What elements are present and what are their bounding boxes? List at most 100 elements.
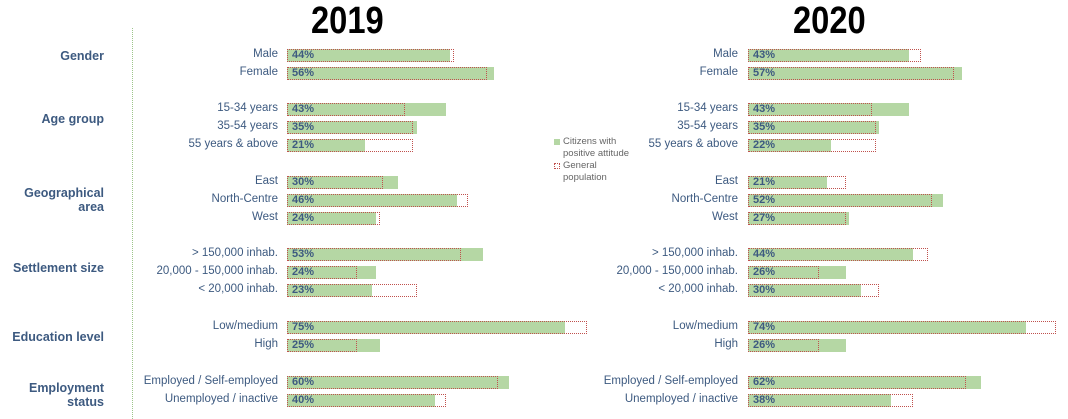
bar-general-population bbox=[287, 176, 384, 189]
bar-positive-attitude bbox=[287, 103, 447, 116]
group-label: Settlement size bbox=[12, 261, 104, 275]
bar-value-label: 75% bbox=[292, 321, 315, 333]
bar-value-label: 62% bbox=[753, 376, 776, 388]
bar-positive-attitude bbox=[748, 376, 981, 389]
bar-general-population bbox=[748, 266, 820, 279]
bar-positive-attitude bbox=[748, 121, 880, 134]
category-label: 55 years & above bbox=[648, 138, 738, 150]
bar-positive-attitude bbox=[287, 49, 450, 62]
bar-value-label: 26% bbox=[753, 339, 776, 351]
bar-positive-attitude bbox=[287, 176, 398, 189]
bar-general-population bbox=[287, 212, 380, 225]
bar-value-label: 24% bbox=[292, 212, 315, 224]
bar-positive-attitude bbox=[748, 139, 831, 152]
bar-general-population bbox=[287, 394, 447, 407]
legend-swatch-general bbox=[554, 163, 560, 169]
bar-positive-attitude bbox=[748, 212, 850, 225]
category-label: 35-54 years bbox=[217, 120, 278, 132]
bar-general-population bbox=[748, 176, 846, 189]
bar-general-population bbox=[748, 103, 872, 116]
bar-general-population bbox=[287, 194, 469, 207]
year-title-2019: 2019 bbox=[311, 0, 384, 42]
bar-general-population bbox=[748, 394, 913, 407]
bar-value-label: 27% bbox=[753, 212, 776, 224]
category-label: 20,000 - 150,000 inhab. bbox=[156, 265, 279, 277]
bar-value-label: 74% bbox=[753, 321, 776, 333]
bar-general-population bbox=[748, 212, 846, 225]
bar-value-label: 53% bbox=[292, 248, 315, 260]
group-label: Geographical area bbox=[24, 186, 104, 214]
category-label: > 150,000 inhab. bbox=[191, 247, 278, 259]
section-divider bbox=[132, 28, 133, 419]
legend-swatch-positive bbox=[554, 139, 560, 145]
category-label: Female bbox=[699, 66, 738, 78]
bar-value-label: 43% bbox=[753, 103, 776, 115]
category-label: East bbox=[254, 175, 278, 187]
bar-value-label: 21% bbox=[292, 139, 315, 151]
bar-positive-attitude bbox=[748, 248, 913, 261]
bar-value-label: 46% bbox=[292, 194, 315, 206]
bar-positive-attitude bbox=[748, 67, 962, 80]
bar-positive-attitude bbox=[287, 248, 484, 261]
bar-positive-attitude bbox=[748, 321, 1026, 334]
category-label: 20,000 - 150,000 inhab. bbox=[616, 265, 739, 277]
bar-positive-attitude bbox=[748, 339, 846, 352]
category-label: Unemployed / inactive bbox=[164, 393, 278, 405]
bar-positive-attitude bbox=[748, 266, 846, 279]
bar-general-population bbox=[287, 321, 587, 334]
bar-positive-attitude bbox=[748, 49, 910, 62]
category-label: North-Centre bbox=[671, 193, 738, 205]
bar-positive-attitude bbox=[287, 266, 376, 279]
category-label: East bbox=[714, 175, 738, 187]
legend-item-positive: Citizens with positive attitude bbox=[554, 136, 643, 160]
bar-general-population bbox=[748, 284, 880, 297]
bar-general-population bbox=[287, 339, 358, 352]
bar-general-population bbox=[748, 376, 966, 389]
bar-general-population bbox=[287, 103, 406, 116]
category-label: 35-54 years bbox=[677, 120, 738, 132]
bar-positive-attitude bbox=[287, 376, 509, 389]
bar-value-label: 21% bbox=[753, 176, 776, 188]
bar-general-population bbox=[287, 121, 413, 134]
bar-value-label: 23% bbox=[292, 284, 315, 296]
bar-general-population bbox=[748, 67, 955, 80]
category-label: Female bbox=[239, 66, 278, 78]
bar-general-population bbox=[748, 248, 928, 261]
bar-value-label: 25% bbox=[292, 339, 315, 351]
category-label: 55 years & above bbox=[188, 138, 278, 150]
bar-positive-attitude bbox=[748, 394, 891, 407]
category-label: < 20,000 inhab. bbox=[198, 283, 278, 295]
bar-positive-attitude bbox=[748, 284, 861, 297]
bar-positive-attitude bbox=[287, 67, 495, 80]
bar-value-label: 38% bbox=[753, 394, 776, 406]
category-label: Male bbox=[253, 48, 278, 60]
bar-general-population bbox=[287, 67, 487, 80]
bar-general-population bbox=[287, 49, 454, 62]
group-label: Employment status bbox=[28, 381, 104, 409]
category-label: 15-34 years bbox=[217, 102, 278, 114]
bar-positive-attitude bbox=[287, 284, 373, 297]
category-label: Unemployed / inactive bbox=[624, 393, 738, 405]
bar-value-label: 22% bbox=[753, 139, 776, 151]
category-label: High bbox=[254, 338, 278, 350]
bar-positive-attitude bbox=[748, 194, 943, 207]
category-label: < 20,000 inhab. bbox=[658, 283, 738, 295]
bar-value-label: 35% bbox=[292, 121, 315, 133]
category-label: > 150,000 inhab. bbox=[651, 247, 738, 259]
category-label: West bbox=[252, 211, 278, 223]
legend-label-positive: Citizens with positive attitude bbox=[563, 136, 630, 159]
category-label: Employed / Self-employed bbox=[143, 375, 278, 387]
bar-value-label: 30% bbox=[753, 284, 776, 296]
category-label: Employed / Self-employed bbox=[603, 375, 738, 387]
bar-positive-attitude bbox=[287, 212, 376, 225]
bar-value-label: 43% bbox=[292, 103, 315, 115]
bar-value-label: 43% bbox=[753, 49, 776, 61]
bar-value-label: 26% bbox=[753, 266, 776, 278]
year-title-2020: 2020 bbox=[793, 0, 866, 42]
group-label: Education level bbox=[12, 330, 104, 344]
bar-positive-attitude bbox=[287, 321, 565, 334]
category-label: 15-34 years bbox=[677, 102, 738, 114]
bar-positive-attitude bbox=[748, 103, 910, 116]
bar-positive-attitude bbox=[287, 394, 435, 407]
bar-general-population bbox=[748, 139, 876, 152]
